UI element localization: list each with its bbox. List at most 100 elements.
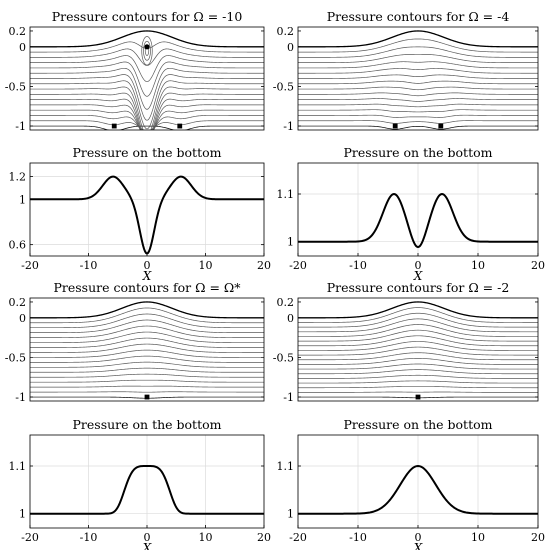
plot-area: [298, 30, 538, 130]
contour-line: [298, 352, 538, 361]
contour-line: [298, 86, 538, 91]
x-tick-label: 20: [531, 259, 545, 272]
x-axis-label: X: [413, 269, 423, 283]
panel-contour-omega-10: Pressure contours for Ω = -10 0.2 0 -0.5 -1: [5, 9, 265, 133]
panel-title: Pressure contours for Ω = -4: [327, 9, 510, 24]
pressure-curve: [30, 465, 264, 515]
bottom-point-marker: [392, 123, 398, 129]
panel-title: Pressure on the bottom: [344, 145, 493, 160]
x-tick-label: 10: [471, 531, 485, 544]
axes-frame: [29, 162, 265, 257]
x-tick-label: -20: [289, 259, 307, 272]
plot-area: [298, 464, 538, 515]
x-tick-label: -10: [349, 259, 367, 272]
axes-frame: [297, 297, 539, 402]
contour-line: [298, 92, 538, 97]
x-tick-label: -10: [349, 531, 367, 544]
x-tick-label: 0: [415, 259, 422, 272]
pressure-curve: [298, 192, 538, 249]
bottom-point-marker: [144, 394, 150, 400]
x-tick-label: 0: [415, 531, 422, 544]
stagnation-point-marker: [144, 44, 150, 50]
contour-line: [298, 114, 538, 118]
y-tick-label: -1: [283, 120, 294, 133]
bottom-point-marker: [177, 123, 183, 129]
bottom-point-marker: [415, 394, 421, 400]
pressure-curve: [30, 175, 264, 255]
contour-line: [30, 373, 264, 378]
contour-line: [298, 369, 538, 375]
contour-line: [30, 74, 264, 121]
y-tick-label: 0: [287, 312, 294, 325]
contour-line: [30, 125, 264, 130]
contour-line: [298, 80, 538, 85]
panel-contour-omega-star: Pressure contours for Ω = Ω* 0.2 0 -0.5 -1: [5, 280, 265, 404]
y-tick-label: 1.1: [277, 460, 295, 473]
y-tick-label: 0.2: [9, 25, 27, 38]
contour-line: [30, 325, 264, 338]
y-tick-label: 0.2: [277, 25, 295, 38]
contour-line: [298, 125, 538, 130]
y-tick-label: 0: [19, 312, 26, 325]
contour-line: [30, 361, 264, 368]
contour-line: [30, 104, 264, 130]
contour-line: [30, 115, 264, 130]
y-tick-label: -0.5: [5, 351, 26, 364]
axes-frame: [29, 434, 265, 529]
panel-title: Pressure contours for Ω = Ω*: [53, 280, 241, 295]
contour-line: [30, 80, 264, 130]
panel-pressure-omega-2: Pressure on the bottom 1.1 1 -20 -10 0 10 20 X: [277, 417, 546, 550]
bottom-point-marker: [438, 123, 444, 129]
contour-line: [30, 61, 264, 97]
contour-line: [30, 86, 264, 130]
axes-frame: [297, 26, 539, 131]
y-tick-label: 0.2: [277, 296, 295, 309]
contour-line: [298, 329, 538, 342]
contour-line: [30, 301, 264, 319]
contour-line: [30, 349, 264, 358]
x-axis-label: X: [142, 269, 152, 283]
contour-line: [298, 346, 538, 356]
axes-frame: [297, 162, 539, 257]
panel-contour-omega-2: Pressure contours for Ω = -2 0.2 0 -0.5 -1: [273, 280, 539, 404]
axes-frame: [297, 434, 539, 529]
y-tick-label: 1.1: [277, 188, 295, 201]
contour-line: [30, 55, 264, 83]
x-tick-label: -10: [80, 259, 98, 272]
contour-line: [298, 38, 538, 53]
contour-line: [298, 68, 538, 74]
contour-line: [298, 374, 538, 379]
contour-line: [298, 386, 538, 389]
y-tick-label: 0.2: [9, 296, 27, 309]
contour-line: [298, 98, 538, 102]
contour-line: [298, 103, 538, 108]
contour-line: [30, 319, 264, 334]
eddy-contour: [141, 36, 153, 66]
bottom-point-marker: [111, 123, 117, 129]
contour-line: [298, 318, 538, 333]
contour-line: [30, 67, 264, 110]
panel-pressure-omega-star: Pressure on the bottom 1.1 1 -20 -10 0 10 20 X: [9, 417, 272, 550]
contour-line: [298, 54, 538, 63]
x-tick-label: -10: [80, 531, 98, 544]
panel-pressure-omega-10: Pressure on the bottom 1.2 1 0.6 -20 -10 0 10 20…: [9, 145, 272, 283]
contour-line: [30, 331, 264, 343]
contour-line: [298, 363, 538, 370]
plot-area: [30, 175, 264, 255]
contour-line: [298, 341, 538, 351]
contour-line: [30, 48, 264, 66]
plot-area: [30, 30, 264, 130]
y-tick-label: 0: [287, 41, 294, 54]
y-tick-label: 1.1: [9, 460, 27, 473]
x-tick-label: -20: [21, 531, 39, 544]
contour-line: [30, 355, 264, 363]
x-tick-label: 10: [471, 259, 485, 272]
plot-area: [30, 301, 264, 399]
y-tick-label: -1: [283, 391, 294, 404]
y-tick-label: -0.5: [273, 80, 294, 93]
y-tick-label: -1: [15, 120, 26, 133]
contour-line: [30, 92, 264, 130]
contour-line: [30, 98, 264, 130]
x-tick-label: 20: [531, 531, 545, 544]
